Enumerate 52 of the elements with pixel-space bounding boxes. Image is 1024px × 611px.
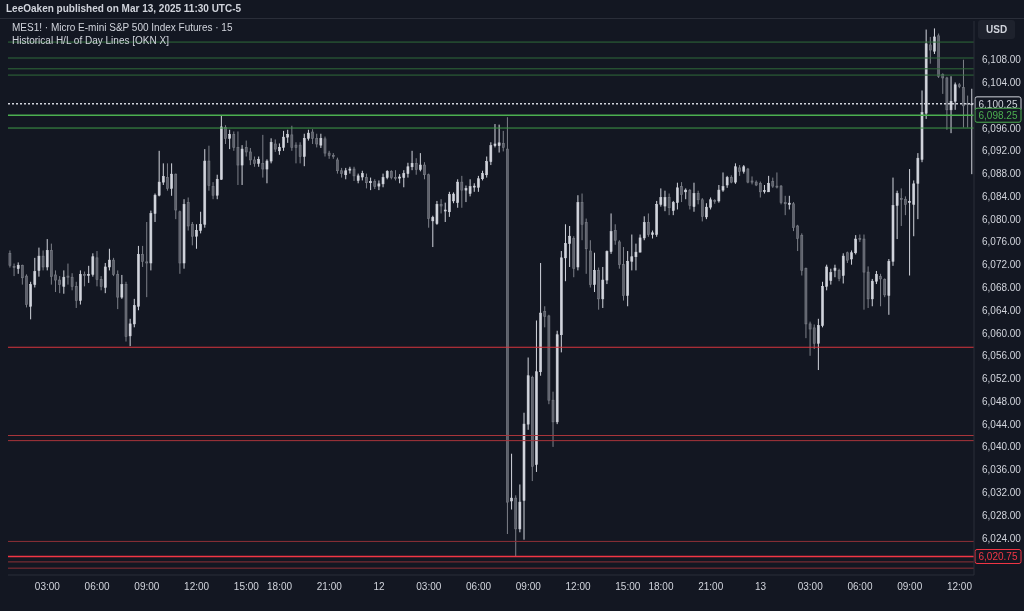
x-tick-label: 15:00 [233,581,260,593]
candlestick [899,188,903,226]
text: LeeOaken published on Mar 13, 2025 11:30 UTC-5 [6,3,242,14]
y-tick-label: 6,092.00 [982,145,1022,157]
chart-title: MES1! · Micro E-mini S&P 500 Index Futures · 15 [12,22,233,33]
x-tick-label: 21:00 [316,581,343,593]
y-tick-label: 6,036.00 [982,464,1022,476]
y-tick-label: 6,108.00 [982,54,1022,66]
y-tick-label: 6,060.00 [982,327,1022,339]
y-tick-label: 6,080.00 [982,213,1022,225]
x-tick-label: 06:00 [466,581,492,593]
x-tick-label: 03:00 [416,581,442,593]
x-tick-label: 12:00 [946,581,973,593]
x-tick-label: 06:00 [84,581,111,593]
y-tick-label: 6,084.00 [982,190,1022,202]
x-tick-label: 15:00 [615,581,641,593]
x-tick-label: 09:00 [515,581,542,593]
text: Historical H/L of Day Lines [OKN X] [12,35,169,46]
y-tick-label: 6,072.00 [982,259,1022,271]
ref-line-label: 6,020.75 [978,551,1018,563]
x-tick-label: 12 [373,581,386,593]
x-tick-label: 12:00 [184,581,210,593]
y-tick-label: 6,048.00 [982,395,1022,407]
y-tick-label: 6,076.00 [982,236,1022,248]
y-tick-label: 6,044.00 [982,418,1022,430]
y-tick-label: 6,024.00 [982,532,1022,544]
y-tick-label: 6,068.00 [982,282,1022,294]
x-tick-label: 13 [754,581,767,593]
y-tick-label: 6,040.00 [982,441,1022,453]
ref-line-label: 6,098.25 [978,110,1018,122]
x-tick-label: 09:00 [897,581,923,593]
y-tick-label: 6,088.00 [982,168,1022,180]
candlestick [145,221,149,298]
y-tick-label: 6,028.00 [982,509,1022,521]
y-tick-label: 6,052.00 [982,373,1022,385]
candlestick [510,453,513,510]
ref-line-label: 6,100.25 [978,98,1018,110]
x-tick-label: 12:00 [565,581,592,593]
y-tick-label: 6,056.00 [982,350,1022,362]
y-tick-label: 6,104.00 [982,77,1022,89]
y-tick-label: 6,096.00 [982,122,1022,134]
x-tick-label: 21:00 [698,581,724,593]
x-tick-label: 03:00 [797,581,824,593]
x-tick-label: 18:00 [267,581,293,593]
x-tick-label: 03:00 [34,581,61,593]
candlestick [908,169,911,276]
y-tick-label: 6,064.00 [982,304,1022,316]
y-axis-title: USD [978,20,1016,39]
y-tick-label: 6,032.00 [982,486,1022,498]
x-tick-label: 09:00 [134,581,160,593]
x-tick-label: 06:00 [847,581,873,593]
x-tick-label: 18:00 [648,581,674,593]
